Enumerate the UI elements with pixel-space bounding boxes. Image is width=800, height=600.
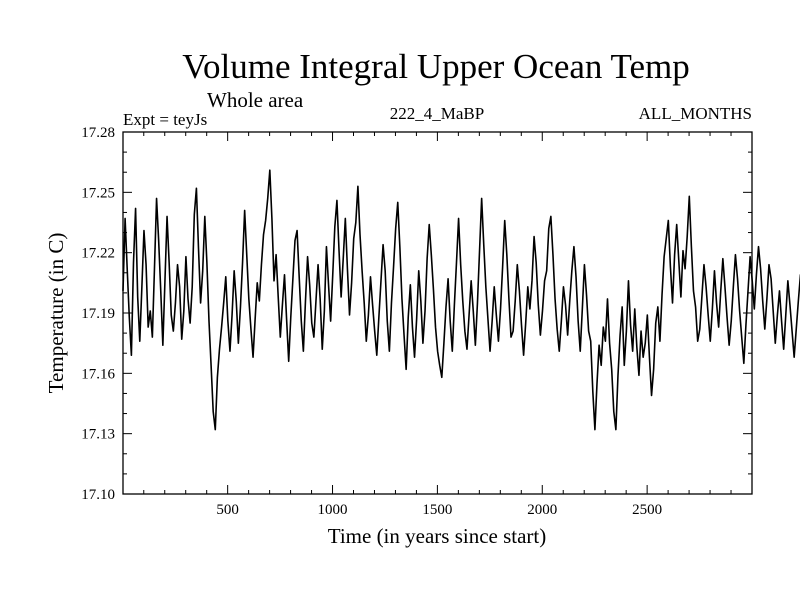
experiment-label: Expt = teyJs (123, 110, 207, 129)
y-tick-label: 17.13 (81, 427, 115, 443)
x-tick-label: 2500 (632, 502, 662, 518)
y-tick-label: 17.19 (81, 306, 115, 322)
x-tick-label: 1500 (422, 502, 452, 518)
plot-layer (122, 169, 800, 431)
x-tick-label: 2000 (527, 502, 557, 518)
run-label: 222_4_MaBP (390, 104, 484, 123)
y-axis-label: Temperature (in C) (44, 233, 68, 394)
y-tick-label: 17.22 (81, 246, 115, 262)
series-line (122, 169, 800, 431)
y-tick-label: 17.25 (81, 185, 115, 201)
x-axis-label: Time (in years since start) (328, 524, 547, 548)
chart-subtitle: Whole area (207, 88, 304, 112)
axes-layer: 500 1000 1500 2000 2500 17.10 17.13 17.16 17.19 1… (81, 125, 752, 518)
y-tick-label: 17.16 (81, 366, 115, 382)
x-tick-label: 500 (216, 502, 239, 518)
months-label: ALL_MONTHS (639, 104, 752, 123)
x-tick-label: 1000 (318, 502, 348, 518)
chart-title: Volume Integral Upper Ocean Temp (182, 47, 689, 86)
y-tick-label: 17.10 (81, 487, 115, 503)
y-tick-label: 17.28 (81, 125, 115, 141)
plot-frame (122, 131, 753, 495)
